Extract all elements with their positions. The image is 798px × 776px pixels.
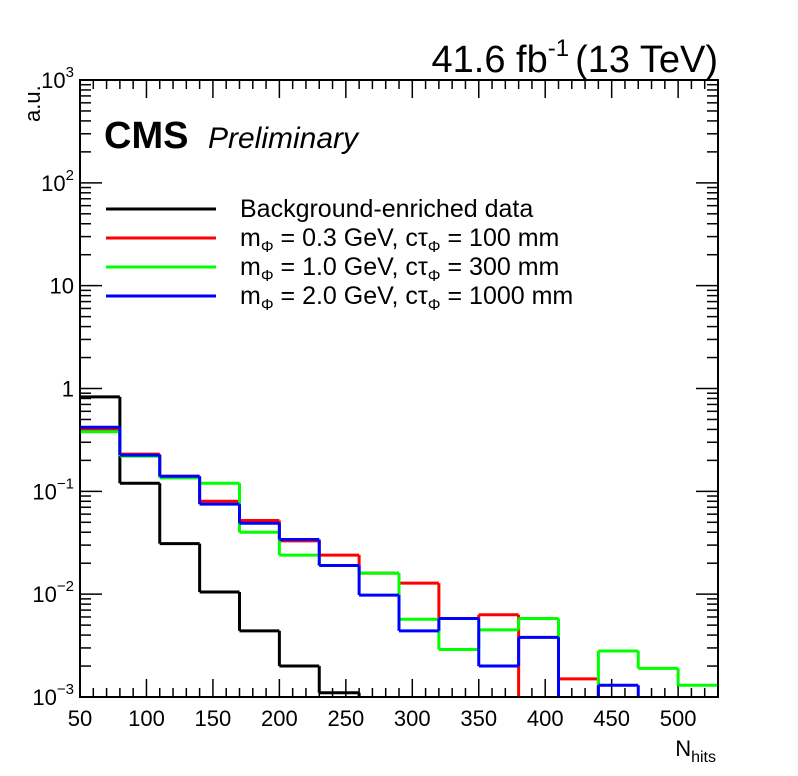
legend-label-m20: mΦ = 2.0 GeV, cτΦ = 1000 mm [240, 282, 573, 314]
series-2 [80, 430, 718, 697]
series-0 [80, 395, 361, 697]
y-tick-label: 1 [62, 377, 74, 402]
y-tick-label: 10−1 [32, 475, 74, 504]
x-tick-label: 450 [593, 706, 630, 731]
legend: Background-enriched data mΦ = 0.3 GeV, c… [106, 195, 573, 314]
x-tick-label: 200 [261, 706, 298, 731]
x-tick-label: 300 [394, 706, 431, 731]
legend-label-data: Background-enriched data [240, 195, 533, 223]
x-tick-label: 150 [195, 706, 232, 731]
experiment-label: CMS [104, 115, 188, 157]
luminosity-label: 41.6 fb-1 (13 TeV) [432, 35, 719, 81]
x-tick-label: 350 [460, 706, 497, 731]
legend-label-m10: mΦ = 1.0 GeV, cτΦ = 300 mm [240, 253, 559, 285]
status-label: Preliminary [208, 122, 360, 155]
series-group [80, 395, 718, 697]
x-tick-label: 400 [527, 706, 564, 731]
x-axis-label: Nhits [675, 736, 716, 766]
x-tick-label: 100 [128, 706, 165, 731]
y-tick-label: 103 [41, 64, 74, 93]
y-axis-label: a.u. [20, 85, 45, 122]
y-tick-label: 10 [50, 274, 74, 299]
y-tick-label: 10−2 [32, 578, 74, 607]
x-tick-label: 50 [68, 706, 92, 731]
x-tick-label: 250 [327, 706, 364, 731]
legend-label-m03: mΦ = 0.3 GeV, cτΦ = 100 mm [240, 224, 559, 256]
x-tick-label: 500 [660, 706, 697, 731]
axis-ticks [79, 80, 719, 698]
plot-frame [79, 79, 719, 698]
series-3 [80, 425, 640, 697]
y-tick-label: 10−3 [32, 681, 74, 710]
tick-labels: 50 100 150 200 250 300 350 400 450 500 10−3 10−2 10−… [32, 64, 696, 731]
y-tick-label: 102 [41, 167, 74, 196]
series-1 [80, 427, 600, 697]
